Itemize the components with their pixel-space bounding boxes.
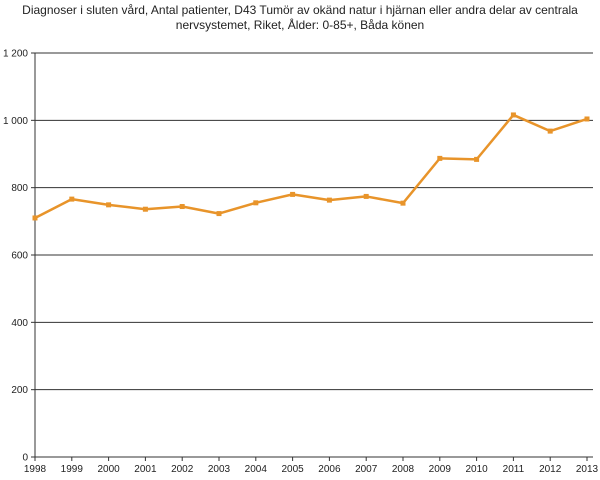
x-tick-label: 2013 <box>576 464 599 475</box>
y-tick-label: 0 <box>22 453 28 464</box>
data-point-2007 <box>363 193 369 199</box>
y-tick-label: 1 000 <box>3 116 28 127</box>
chart-title-line-2: nervsystemet, Riket, Ålder: 0-85+, Båda … <box>175 18 425 32</box>
y-tick-label: 600 <box>11 251 28 262</box>
data-point-2005 <box>290 191 296 197</box>
chart-title-line-1: Diagnoser i sluten vård, Antal patienter… <box>22 3 578 17</box>
x-tick-label: 2009 <box>429 464 452 475</box>
y-tick-label: 400 <box>11 318 28 329</box>
y-tick-label: 800 <box>11 183 28 194</box>
data-point-2006 <box>326 197 332 203</box>
grid-lines <box>35 52 593 391</box>
x-tick-label: 2011 <box>503 464 525 475</box>
x-tick-label: 2012 <box>539 464 562 475</box>
x-tick-label: 2002 <box>171 464 194 475</box>
y-tick-label: 200 <box>11 385 28 396</box>
y-tick-label: 1 200 <box>3 49 28 60</box>
data-point-1998 <box>32 215 38 221</box>
data-point-2013 <box>584 116 590 122</box>
y-tick-labels: 0 200 400 600 800 1 000 1 200 <box>3 49 28 464</box>
axes <box>31 52 593 461</box>
data-point-2011 <box>510 112 516 118</box>
x-tick-label: 2001 <box>134 464 157 475</box>
x-tick-label: 2003 <box>208 464 231 475</box>
data-point-2008 <box>400 200 406 206</box>
x-tick-label: 1998 <box>24 464 47 475</box>
data-point-2010 <box>474 156 480 162</box>
series-line <box>34 113 588 220</box>
data-point-2001 <box>142 206 148 212</box>
x-tick-labels: 1998 1999 2000 2001 2002 2003 2004 2005 2006 2007… <box>24 464 599 475</box>
x-tick-label: 2006 <box>318 464 341 475</box>
x-tick-label: 2005 <box>281 464 304 475</box>
x-tick-label: 2010 <box>465 464 488 475</box>
data-point-2000 <box>106 202 112 208</box>
data-point-2004 <box>253 200 259 206</box>
series <box>32 112 590 221</box>
x-tick-label: 2008 <box>392 464 415 475</box>
data-point-1999 <box>69 196 75 202</box>
chart-title: Diagnoser i sluten vård, Antal patienter… <box>0 3 600 33</box>
data-point-2002 <box>179 204 185 210</box>
data-point-2003 <box>216 211 222 217</box>
x-tick-label: 1999 <box>61 464 84 475</box>
x-tick-label: 2000 <box>97 464 120 475</box>
x-tick-label: 2007 <box>355 464 378 475</box>
x-tick-label: 2004 <box>245 464 268 475</box>
data-point-2009 <box>437 155 443 161</box>
data-point-2012 <box>547 128 553 134</box>
